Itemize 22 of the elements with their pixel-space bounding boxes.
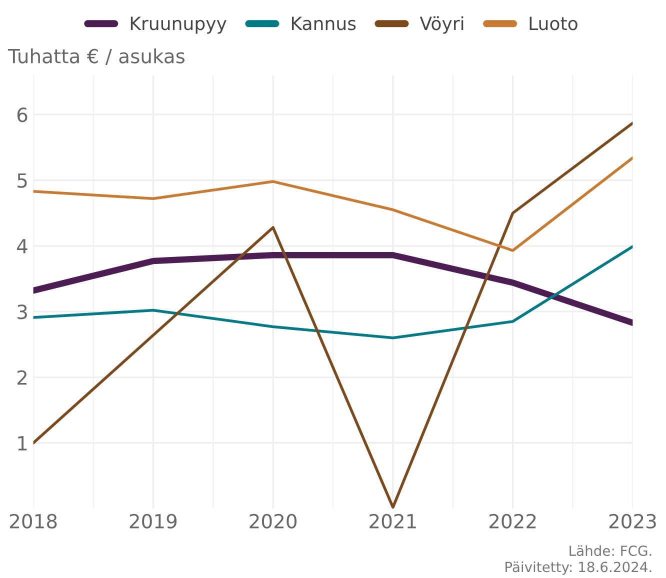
line-series — [33, 122, 633, 509]
y-tick-label: 4 — [17, 239, 28, 254]
x-tick-label: 2021 — [370, 514, 416, 529]
line-series — [33, 245, 633, 340]
y-tick-label: 5 — [18, 173, 27, 188]
y-tick-label: 3 — [18, 304, 27, 320]
legend-label: Luoto — [530, 16, 578, 30]
x-tick-label: 2019 — [130, 514, 177, 529]
x-tick-label: 2023 — [609, 514, 656, 529]
legend-label: Vöyri — [420, 16, 464, 34]
line-series — [33, 156, 633, 252]
y-tick-label: 1 — [18, 436, 27, 450]
y-tick-label: 6 — [17, 108, 28, 122]
x-tick-label: 2020 — [250, 514, 297, 529]
y-tick-label: 2 — [17, 370, 26, 385]
legend-label: Kruunupyy — [130, 16, 226, 34]
legend-label: Kannus — [292, 16, 356, 30]
text: Päivitetty: 18.6.2024. — [506, 561, 652, 575]
x-tick-label: 2022 — [490, 514, 536, 529]
text: Lähde: FCG. — [570, 545, 652, 556]
y-axis-title: Tuhatta € / asukas — [8, 48, 185, 65]
x-tick-label: 2018 — [10, 514, 57, 529]
